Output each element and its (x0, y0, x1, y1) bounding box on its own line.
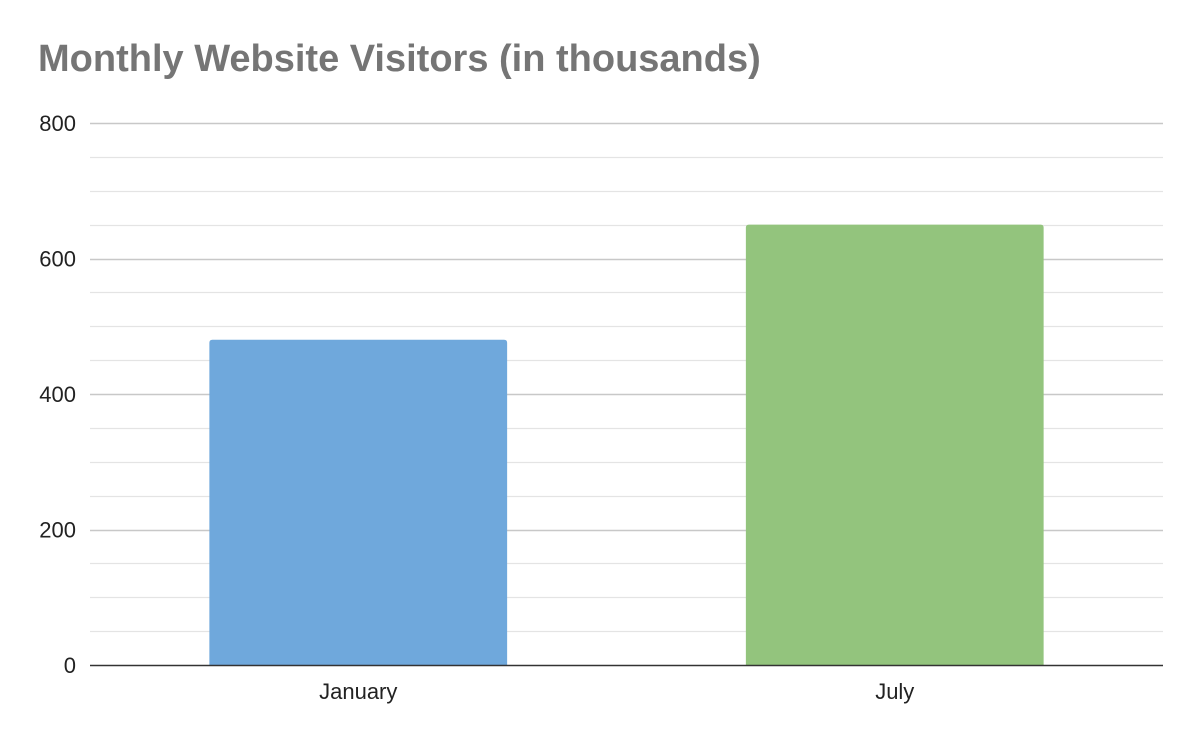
y-axis-ticks: 0 200 400 600 800 (39, 111, 76, 678)
bar-january (209, 339, 508, 665)
y-tick-label: 0 (64, 653, 76, 678)
y-tick-label: 800 (39, 111, 76, 136)
y-tick-label: 600 (39, 247, 76, 272)
y-tick-label: 400 (39, 382, 76, 407)
x-tick-label: July (875, 679, 914, 704)
x-tick-label: January (319, 679, 397, 704)
x-axis-ticks: January July (319, 679, 914, 704)
chart-title: Monthly Website Visitors (in thousands) (38, 38, 761, 80)
bars (209, 224, 1044, 665)
y-tick-label: 200 (39, 518, 76, 543)
bar-july (745, 224, 1044, 665)
